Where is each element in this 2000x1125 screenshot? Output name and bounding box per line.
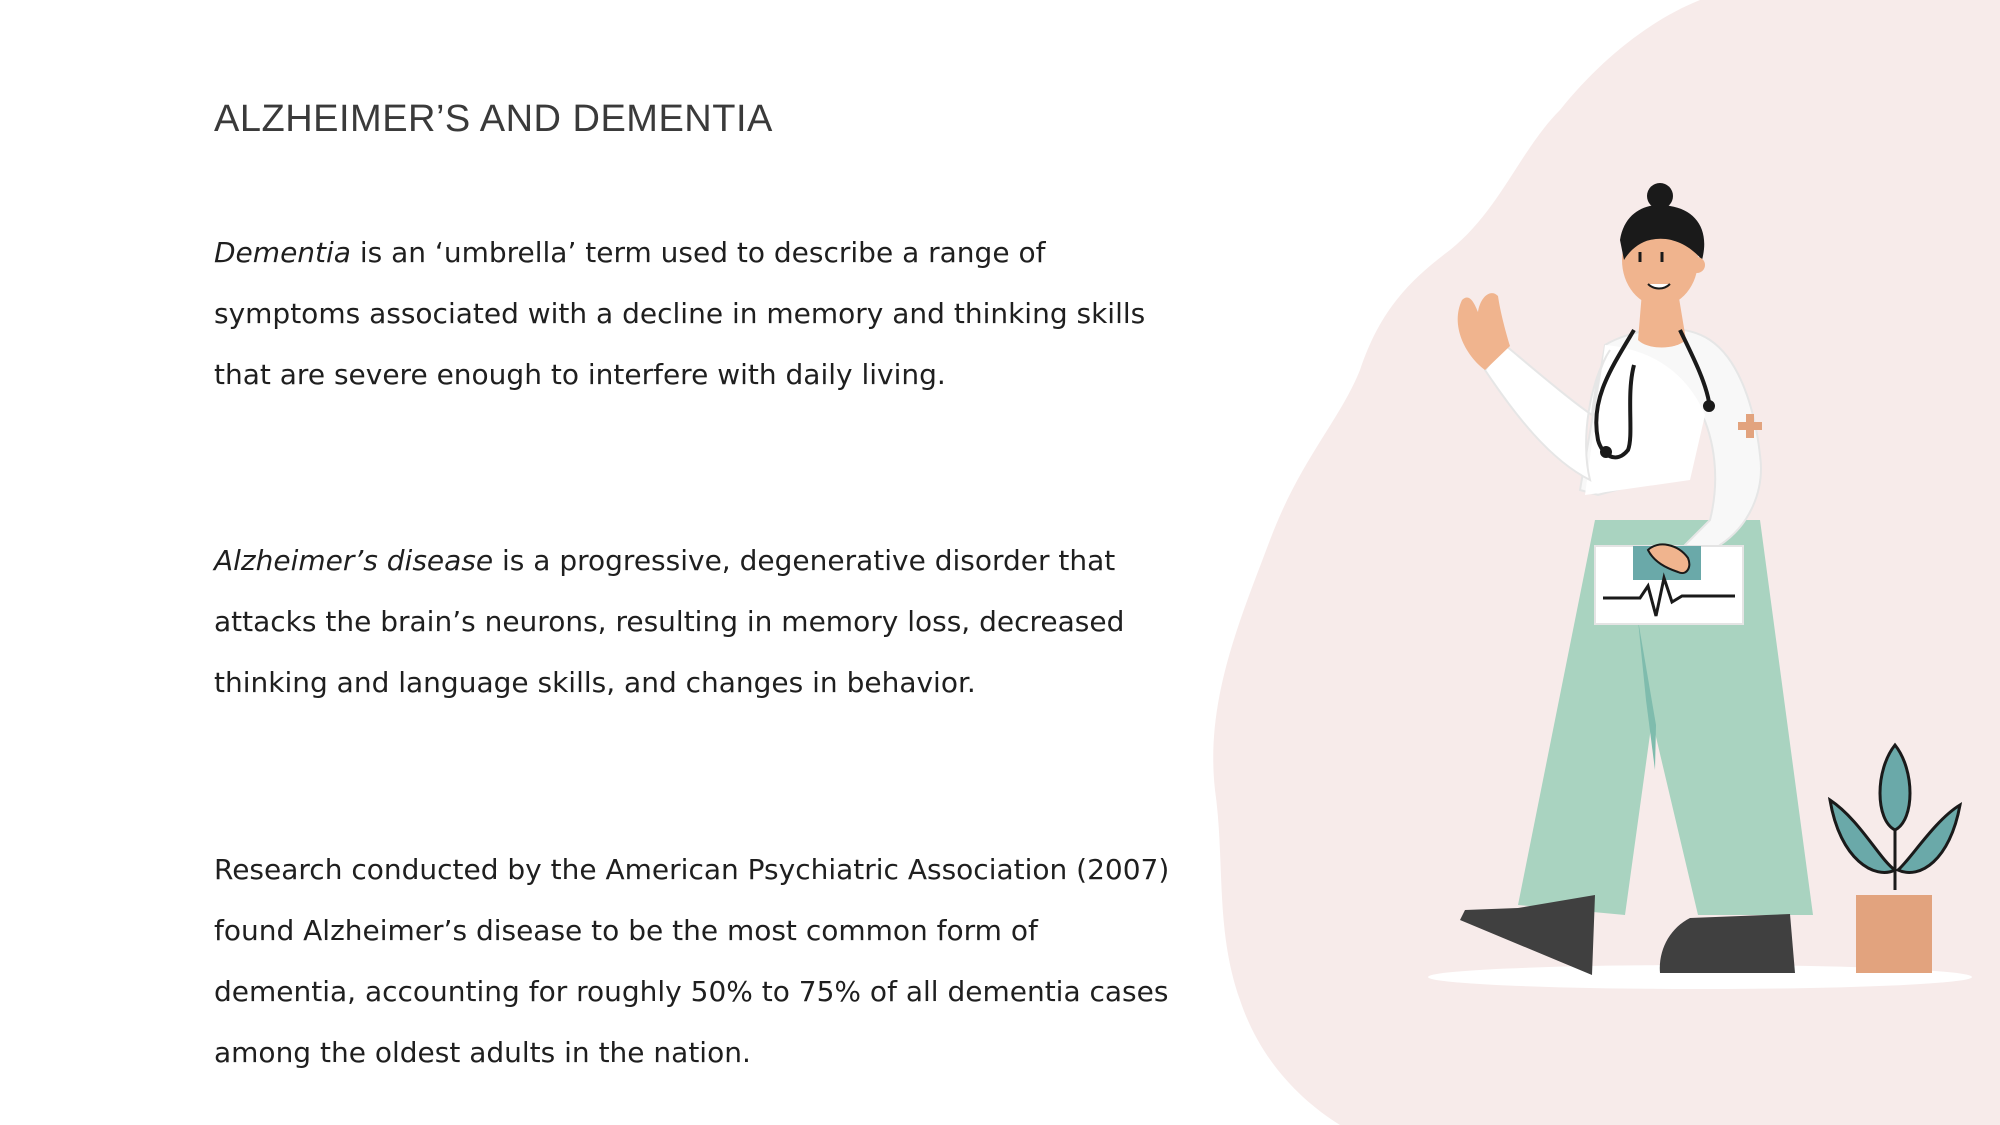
doctor-illustration: [1428, 183, 1972, 989]
waving-arm: [1483, 343, 1611, 482]
slide-title: ALZHEIMER’S AND DEMENTIA: [214, 98, 773, 140]
doctor-neck: [1638, 292, 1686, 348]
mouth: [1647, 283, 1671, 290]
alzheimers-definition: is a progressive, degenerative disorder …: [214, 544, 1125, 699]
right-shoe-icon: [1659, 914, 1795, 973]
research-paragraph: Research conducted by the American Psych…: [214, 853, 1170, 1069]
holding-hand: [1646, 543, 1691, 574]
alzheimers-term: Alzheimer’s disease: [214, 544, 494, 577]
potted-plant-icon: [1827, 742, 1963, 973]
dementia-term: Dementia: [214, 236, 351, 269]
ear: [1689, 257, 1705, 273]
dementia-paragraph: Dementia is an ‘umbrella’ term used to d…: [214, 222, 1174, 405]
alzheimers-paragraph: Alzheimer’s disease is a progressive, de…: [214, 530, 1174, 713]
waving-hand: [1457, 293, 1510, 370]
dementia-definition: is an ‘umbrella’ term used to describe a…: [214, 236, 1146, 391]
hair-bun: [1647, 183, 1673, 209]
medical-cross-icon: [1738, 414, 1762, 438]
doctor-hair: [1620, 204, 1705, 260]
clipboard-icon: [1594, 545, 1744, 625]
left-shoe-icon: [1460, 895, 1595, 975]
stethoscope-icon: [1594, 328, 1715, 460]
floor-shadow: [1428, 965, 1972, 989]
